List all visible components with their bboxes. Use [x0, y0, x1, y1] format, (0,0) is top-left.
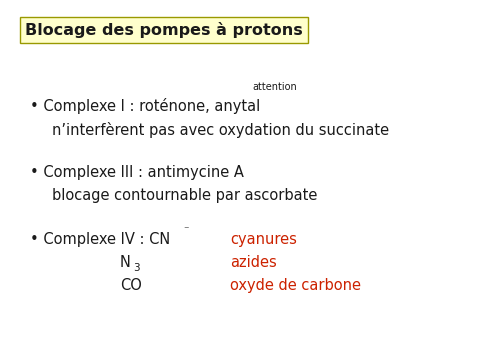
Text: n’interfèrent pas avec oxydation du succinate: n’interfèrent pas avec oxydation du succ… — [52, 122, 389, 138]
Text: • Complexe IV : CN: • Complexe IV : CN — [30, 232, 170, 247]
Text: • Complexe III : antimycine A: • Complexe III : antimycine A — [30, 165, 244, 180]
Text: • Complexe I : roténone, anytal: • Complexe I : roténone, anytal — [30, 98, 260, 114]
Text: attention: attention — [252, 82, 298, 92]
Text: ⁻: ⁻ — [183, 225, 188, 235]
Text: Blocage des pompes à protons: Blocage des pompes à protons — [25, 22, 303, 38]
Text: 3: 3 — [133, 263, 140, 273]
Text: CO: CO — [120, 278, 142, 293]
Text: N: N — [120, 255, 131, 270]
Text: oxyde de carbone: oxyde de carbone — [230, 278, 361, 293]
Text: blocage contournable par ascorbate: blocage contournable par ascorbate — [52, 188, 318, 203]
Text: cyanures: cyanures — [230, 232, 297, 247]
Text: azides: azides — [230, 255, 277, 270]
